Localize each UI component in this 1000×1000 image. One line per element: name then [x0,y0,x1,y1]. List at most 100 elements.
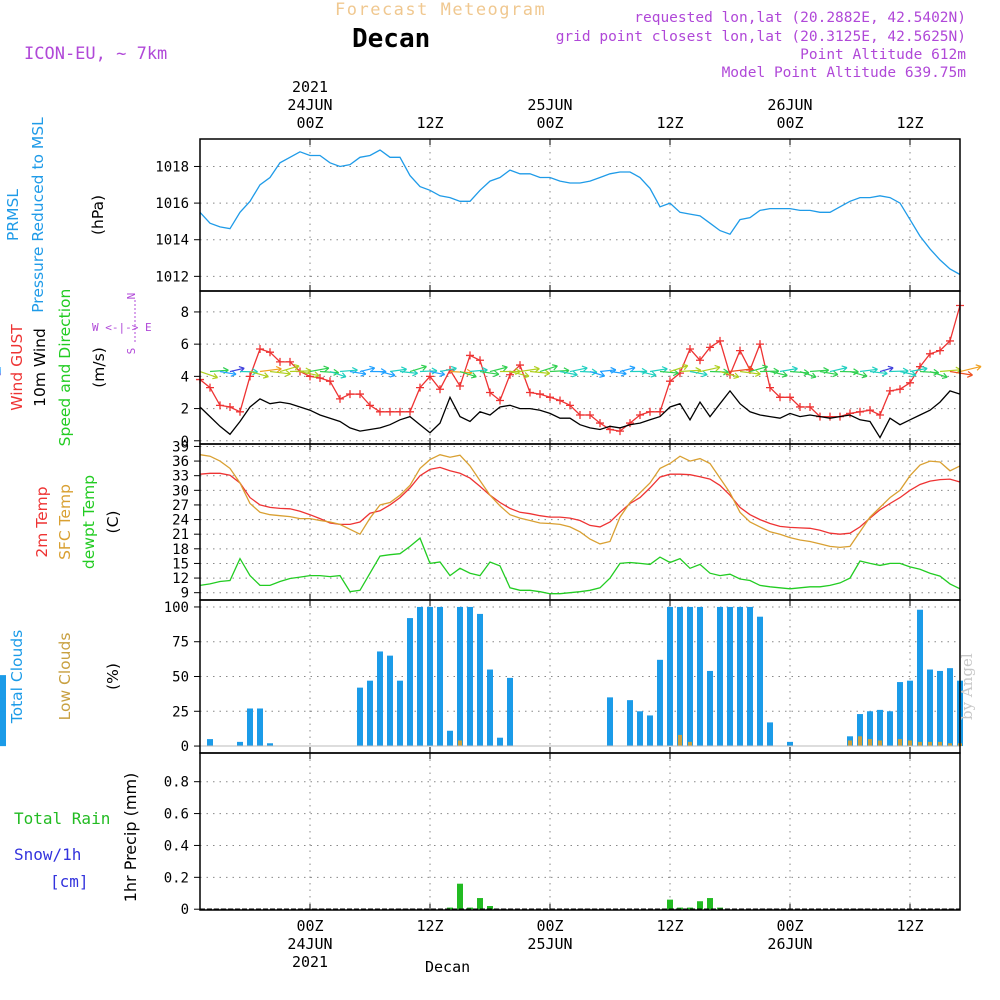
gust-marker [416,383,424,392]
gust-marker [346,390,354,399]
gust-marker [356,390,364,399]
bottom-time-label: 24JUN [287,935,332,953]
gust-marker [896,385,904,394]
temperature-series-dewpt-temp [199,537,961,595]
precip-label-1: Snow/1h [14,845,81,864]
point-altitude: Point Altitude 612m [800,47,966,63]
rain-bar [707,898,713,910]
gust-marker [596,419,604,428]
temperature-y-tick-label: 21 [172,527,189,543]
gust-marker [756,340,764,349]
temperature-y-tick-label: 9 [181,586,189,602]
wind-arrow [709,370,729,373]
wind-arrow [819,370,838,376]
total-cloud-bar [677,606,683,747]
rain-bar [467,907,473,910]
wind-arrow-head [714,364,721,372]
model-name: ICON-EU, ~ 7km [24,44,168,64]
gust-marker [656,407,664,416]
pressure-axis-label: PRMSL [4,189,22,241]
bottom-time-label: 00Z [296,917,323,935]
wind-arrow [469,369,488,373]
temperature-y-tick-label: 33 [172,469,189,485]
wind-arrow-head [733,372,740,379]
gust-marker [326,377,334,386]
low-cloud-bar [928,741,932,747]
total-cloud-bar [727,606,733,747]
gust-marker [716,336,724,345]
total-cloud-bar [467,606,473,747]
temperature-axis-label: SFC Temp [56,484,74,560]
top-time-label: 00Z [296,114,323,132]
temperature-y-tick-label: 30 [172,483,189,499]
temperature-y-tick-label: 39 [172,439,189,455]
low-cloud-bar [898,739,902,747]
wind-arrow [909,367,928,373]
total-cloud-bar [897,682,903,747]
total-cloud-bar [507,677,513,747]
wind-arrow-head [222,367,229,375]
wind-arrow [529,370,550,375]
gust-marker [826,412,834,421]
temperature-y-tick-label: 27 [172,498,189,514]
gust-marker [886,386,894,395]
wind-arrow-head [599,371,606,378]
gust-marker [856,407,864,416]
gust-marker [736,346,744,355]
wind-arrow [769,370,788,377]
gust-marker [786,393,794,402]
wind-arrow-head [781,371,788,378]
wind-arrow [319,370,339,374]
gust-marker [586,411,594,420]
rain-bar [487,906,493,910]
wind-arrow-head [591,368,598,376]
wind-arrow-head [493,370,500,378]
wind-arrow [229,367,245,373]
gust-marker [766,383,774,392]
wind-arrow-head [293,363,300,371]
wind-arrow [279,365,300,373]
wind-arrow [929,370,948,378]
gust-marker [566,401,574,410]
wind-arrow [359,367,375,373]
total-cloud-bar [707,670,713,747]
gust-marker [846,409,854,418]
gust-marker [246,372,254,381]
wind-arrow [719,370,739,378]
top-time-label: 12Z [416,114,443,132]
total-cloud-bar [367,680,373,747]
low-cloud-bar [908,740,912,747]
rain-bar [457,883,463,910]
total-cloud-bar [937,670,943,747]
temperature-axis-label: dewpt Temp [80,475,98,569]
low-cloud-bar [938,741,942,747]
rain-bar [447,907,453,910]
wind-arrow [919,370,939,374]
precip-title: 1hr Precip (mm) [121,773,140,903]
gust-marker [316,373,324,382]
bottom-time-label: 00Z [536,917,563,935]
rain-bar [667,899,673,910]
wind-arrow-head [501,364,508,372]
wind-arrow-head [762,364,769,372]
watermark: by Angel [958,653,976,720]
top-time-label: 12Z [656,114,683,132]
wind-arrow-head [544,369,551,377]
wind-arrow [879,367,894,373]
gust-marker [456,382,464,391]
compass-south: S [125,348,138,355]
compass-west-east: W <-|-> E [92,321,152,334]
bottom-time-label: 12Z [656,917,683,935]
gust-marker [936,346,944,355]
wind-arrow [849,370,868,377]
total-cloud-bar [257,708,263,747]
wind-axis-label: 10m Wind [31,328,49,407]
low-cloud-bar [858,736,862,747]
wind-arrow [219,370,237,375]
wind-arrow [509,370,530,377]
low-cloud-bar [688,741,692,747]
wind-arrow-head [481,366,488,374]
wind-arrow [249,370,269,378]
gust-marker [696,356,704,365]
